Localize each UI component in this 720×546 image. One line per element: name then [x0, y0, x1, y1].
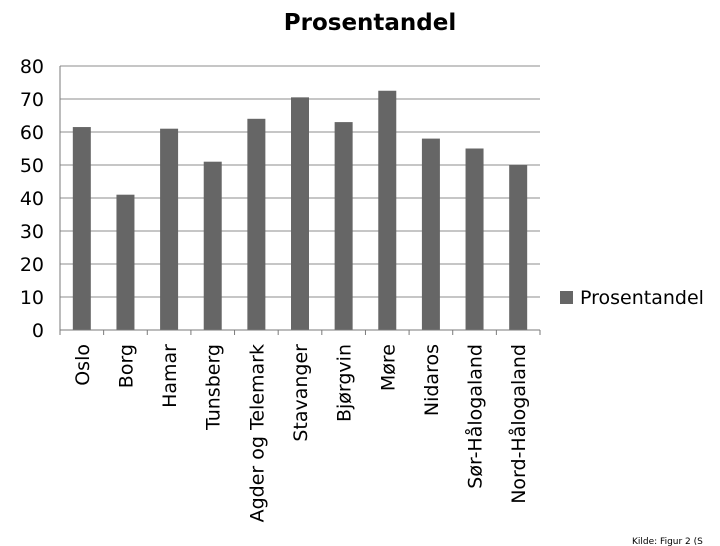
- y-axis: 0 10 20 30 40 50 60 70 80: [20, 56, 61, 342]
- bar: [378, 90, 397, 330]
- bar: [334, 122, 353, 330]
- bar: [160, 128, 179, 330]
- y-tick-label: 0: [32, 320, 44, 342]
- x-tick-label: Nord-Hålogaland: [507, 344, 530, 504]
- y-tick-label: 60: [20, 122, 44, 144]
- y-tick-label: 10: [20, 287, 44, 309]
- x-axis: Oslo Borg Hamar Tunsberg Agder og Telemark St…: [59, 329, 541, 522]
- bar: [509, 165, 528, 330]
- legend: Prosentandel: [560, 287, 704, 309]
- x-tick-label: Bjørgvin: [334, 344, 356, 422]
- bar: [291, 97, 309, 330]
- chart-title: Prosentandel: [284, 10, 457, 36]
- legend-label: Prosentandel: [580, 287, 704, 309]
- bar: [421, 138, 440, 330]
- x-tick-label: Oslo: [72, 344, 94, 386]
- x-tick-label: Møre: [377, 344, 399, 391]
- y-tick-label: 30: [20, 221, 44, 243]
- x-tick-label: Borg: [115, 344, 137, 388]
- bar: [116, 194, 135, 330]
- y-tick-label: 80: [20, 56, 44, 78]
- bar: [465, 148, 484, 330]
- bar: [247, 118, 266, 330]
- x-tick-label: Nidaros: [421, 344, 443, 416]
- x-tick-label: Sør-Hålogaland: [464, 344, 487, 489]
- y-tick-label: 50: [20, 155, 44, 177]
- x-tick-label: Tunsberg: [203, 344, 225, 431]
- y-tick-label: 20: [20, 254, 44, 276]
- bars: [72, 90, 528, 330]
- x-tick-label: Hamar: [159, 344, 181, 408]
- source-note: Kilde: Figur 2 (S: [632, 537, 703, 546]
- bar: [72, 127, 91, 330]
- y-tick-label: 40: [20, 188, 44, 210]
- x-tick-label: Stavanger: [290, 344, 312, 442]
- y-tick-label: 70: [20, 89, 44, 111]
- bar: [203, 161, 222, 330]
- x-tick-label: Agder og Telemark: [246, 344, 268, 522]
- legend-swatch: [560, 291, 573, 304]
